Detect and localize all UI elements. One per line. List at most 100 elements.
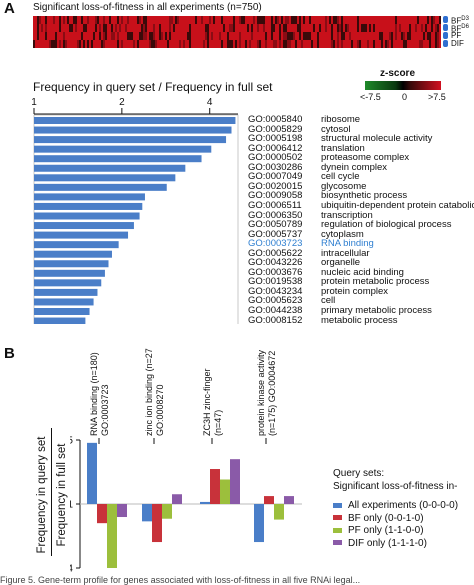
heatmap-cell <box>283 24 285 32</box>
heatmap-cell <box>407 16 409 24</box>
heatmap-cell <box>421 16 423 24</box>
heatmap-cell <box>433 32 435 40</box>
heatmap-cell <box>163 24 165 32</box>
go-term-row: GO:0044238 primary metabolic process <box>248 306 432 316</box>
heatmap-cell <box>415 16 417 24</box>
heatmap-cell <box>195 32 197 40</box>
heatmap-cell <box>375 32 377 40</box>
heatmap-cell <box>227 16 229 24</box>
heatmap-cell <box>305 32 307 40</box>
series-bar <box>162 504 172 519</box>
heatmap-cell <box>245 16 247 24</box>
heatmap-cell <box>339 32 341 40</box>
heatmap-cell <box>343 32 345 40</box>
heatmap-cell <box>155 24 157 32</box>
heatmap-cell <box>341 16 343 24</box>
heatmap-cell <box>297 24 299 32</box>
heatmap-cell <box>291 24 293 32</box>
heatmap-cell <box>267 16 269 24</box>
heatmap-cell <box>151 32 153 40</box>
heatmap-cell <box>247 40 249 48</box>
heatmap-cell <box>211 16 213 24</box>
heatmap-cell <box>71 32 73 40</box>
heatmap-cell <box>367 16 369 24</box>
heatmap-cell <box>347 16 349 24</box>
heatmap-cell <box>295 32 297 40</box>
heatmap-cell <box>111 24 113 32</box>
heatmap-cell <box>87 32 89 40</box>
heatmap-cell <box>185 16 187 24</box>
heatmap-cell <box>189 24 191 32</box>
go-bar <box>34 202 143 210</box>
heatmap-cell <box>219 24 221 32</box>
go-term-row: GO:0005829 cytosol <box>248 124 351 135</box>
heatmap-cell <box>129 40 131 48</box>
heatmap-row-dot <box>443 24 448 31</box>
heatmap-cell <box>217 24 219 32</box>
heatmap-cell <box>243 24 245 32</box>
heatmap-cell <box>425 16 427 24</box>
heatmap-cell <box>325 24 327 32</box>
heatmap-cell <box>111 40 113 48</box>
heatmap-cell <box>203 16 205 24</box>
go-bar <box>34 126 232 134</box>
category-label: RNA binding (n=180) <box>89 352 99 436</box>
heatmap-cell <box>39 16 41 24</box>
heatmap-cell <box>367 40 369 48</box>
heatmap-cell <box>391 16 393 24</box>
heatmap-cell <box>325 16 327 24</box>
heatmap-cell <box>67 40 69 48</box>
heatmap-cell <box>253 24 255 32</box>
heatmap-cell <box>205 32 207 40</box>
heatmap-cell <box>275 40 277 48</box>
heatmap-cell <box>117 16 119 24</box>
heatmap-cell <box>273 16 275 24</box>
heatmap-cell <box>119 16 121 24</box>
heatmap-cell <box>381 40 383 48</box>
go-bar <box>34 174 176 182</box>
go-term: ubiquitin-dependent protein catabolic... <box>321 199 474 211</box>
heatmap-cell <box>269 40 271 48</box>
heatmap-cell <box>335 40 337 48</box>
heatmap-cell <box>231 24 233 32</box>
heatmap-cell <box>39 40 41 48</box>
heatmap-cell <box>133 16 135 24</box>
heatmap-cell <box>207 32 209 40</box>
heatmap-cell <box>439 40 441 48</box>
heatmap-cell <box>429 24 431 32</box>
go-term[interactable]: RNA binding <box>321 238 374 250</box>
heatmap-cell <box>247 24 249 32</box>
heatmap-cell <box>347 40 349 48</box>
heatmap-cell <box>385 16 387 24</box>
heatmap-cell <box>417 40 419 48</box>
heatmap-cell <box>93 32 95 40</box>
heatmap-cell <box>221 32 223 40</box>
heatmap-cell <box>131 32 133 40</box>
heatmap-cell <box>309 24 311 32</box>
heatmap-cell <box>185 32 187 40</box>
heatmap-cell <box>67 32 69 40</box>
heatmap-cell <box>129 16 131 24</box>
heatmap-cell <box>271 24 273 32</box>
heatmap-cell <box>325 40 327 48</box>
heatmap-cell <box>141 32 143 40</box>
heatmap-cell <box>395 24 397 32</box>
heatmap-cell <box>223 24 225 32</box>
heatmap-cell <box>387 16 389 24</box>
heatmap-cell <box>361 40 363 48</box>
heatmap-cell <box>41 16 43 24</box>
heatmap-cell <box>171 24 173 32</box>
go-term-row: GO:0006511 ubiquitin-dependent protein ca… <box>248 199 474 211</box>
go-term-row: GO:0005737 cytoplasm <box>248 229 364 240</box>
heatmap-cell <box>285 24 287 32</box>
heatmap-cell <box>413 24 415 32</box>
heatmap-cell <box>135 32 137 40</box>
go-id: GO:0050789 <box>248 219 303 231</box>
go-bar <box>34 250 112 258</box>
heatmap-cell <box>385 40 387 48</box>
heatmap-cell <box>89 32 91 40</box>
heatmap-cell <box>93 16 95 24</box>
heatmap-cell <box>237 32 239 40</box>
heatmap-cell <box>371 16 373 24</box>
heatmap-cell <box>169 24 171 32</box>
